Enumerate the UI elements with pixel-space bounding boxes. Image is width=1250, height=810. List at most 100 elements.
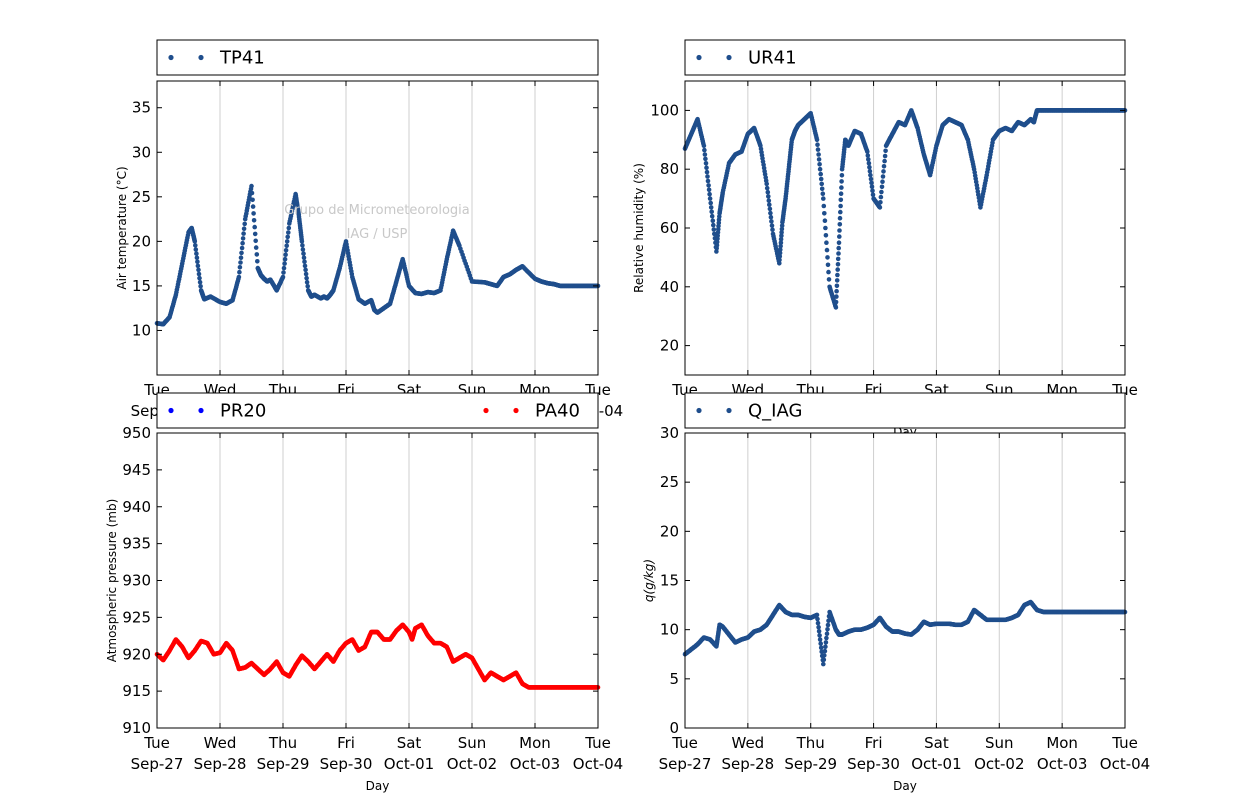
data-point bbox=[197, 279, 203, 285]
data-point bbox=[869, 180, 874, 186]
data-point bbox=[241, 226, 247, 231]
data-point bbox=[838, 197, 844, 203]
data-point bbox=[764, 185, 770, 191]
data-point bbox=[822, 211, 827, 216]
data-point bbox=[301, 255, 307, 260]
data-point bbox=[825, 622, 831, 628]
data-point bbox=[704, 165, 709, 170]
data-point bbox=[821, 661, 826, 667]
data-point bbox=[880, 174, 886, 179]
data-point bbox=[767, 202, 772, 207]
data-point bbox=[239, 250, 244, 256]
data-point bbox=[284, 243, 290, 249]
data-point bbox=[825, 627, 830, 632]
x-tick-label-day: Thu bbox=[268, 734, 297, 752]
data-point bbox=[198, 284, 203, 289]
data-point bbox=[710, 218, 716, 223]
x-tick-label-date: Oct-01 bbox=[384, 755, 434, 773]
data-point bbox=[867, 168, 873, 174]
data-point bbox=[236, 274, 242, 280]
data-point bbox=[766, 198, 772, 203]
x-tick-label-date: Oct-04 bbox=[1100, 755, 1150, 773]
x-tick-label-day: Sun bbox=[985, 734, 1014, 752]
data-point bbox=[824, 247, 830, 253]
data-point bbox=[816, 152, 821, 157]
data-point bbox=[819, 186, 825, 192]
data-point bbox=[708, 205, 714, 210]
data-point bbox=[835, 267, 840, 272]
legend-marker bbox=[726, 407, 732, 414]
data-point bbox=[709, 213, 715, 219]
data-point bbox=[254, 259, 260, 264]
data-point bbox=[817, 162, 822, 167]
legend-marker bbox=[696, 54, 702, 61]
data-point bbox=[701, 143, 707, 148]
data-point bbox=[709, 209, 714, 215]
data-point bbox=[779, 223, 785, 228]
data-point bbox=[299, 239, 305, 244]
plot-area bbox=[157, 81, 598, 375]
data-point bbox=[239, 245, 245, 251]
data-point bbox=[302, 259, 307, 265]
y-tick-label: 35 bbox=[132, 99, 151, 117]
y-axis-label: Atmospheric pressure (mb) bbox=[105, 499, 119, 663]
data-point bbox=[825, 262, 831, 268]
data-point bbox=[878, 194, 884, 200]
y-tick-label: 945 bbox=[122, 461, 151, 479]
data-point bbox=[815, 142, 820, 147]
data-point bbox=[815, 147, 821, 152]
data-point bbox=[253, 238, 258, 244]
legend-label: PR20 bbox=[220, 401, 266, 422]
data-point bbox=[250, 197, 255, 203]
data-point bbox=[777, 261, 782, 266]
data-point bbox=[305, 284, 311, 289]
y-tick-label: 30 bbox=[132, 143, 151, 161]
data-point bbox=[240, 240, 245, 246]
data-point bbox=[823, 644, 828, 649]
x-tick-label-day: Wed bbox=[204, 734, 237, 752]
y-tick-label: 925 bbox=[122, 608, 151, 626]
data-point bbox=[197, 275, 202, 281]
data-point bbox=[778, 247, 783, 252]
chart-pressure: 910 915 920 925 930 935 940 945 950 Tue Sep-27 Wed S… bbox=[105, 424, 623, 793]
data-point bbox=[823, 233, 829, 238]
data-point bbox=[777, 250, 783, 256]
data-point bbox=[241, 231, 246, 236]
data-point bbox=[814, 137, 820, 143]
data-point bbox=[837, 234, 842, 239]
y-tick-label: 15 bbox=[132, 277, 151, 295]
legend-marker bbox=[198, 407, 204, 414]
data-point bbox=[282, 261, 287, 266]
data-point bbox=[816, 624, 821, 630]
data-point bbox=[706, 183, 711, 188]
data-point bbox=[865, 153, 871, 158]
data-points bbox=[154, 183, 601, 327]
y-tick-label: 30 bbox=[660, 424, 679, 442]
data-point bbox=[705, 174, 710, 179]
data-point bbox=[833, 299, 839, 305]
data-point bbox=[824, 631, 830, 636]
data-point bbox=[707, 196, 713, 201]
data-point bbox=[839, 179, 844, 184]
data-point bbox=[238, 255, 244, 260]
data-point bbox=[818, 641, 823, 646]
x-tick-label-date: Oct-02 bbox=[447, 755, 497, 773]
x-tick-label-date: Oct-01 bbox=[911, 755, 961, 773]
series-TP41 bbox=[154, 183, 601, 327]
data-point bbox=[768, 214, 774, 220]
x-tick-label-date: Sep-27 bbox=[659, 755, 712, 773]
data-point bbox=[196, 271, 202, 277]
data-points bbox=[682, 108, 1128, 310]
data-point bbox=[764, 181, 769, 187]
y-tick-label: 15 bbox=[660, 572, 679, 590]
x-tick-label-date: Sep-27 bbox=[131, 755, 184, 773]
plot-area bbox=[685, 433, 1125, 728]
data-point bbox=[193, 243, 198, 248]
data-point bbox=[283, 248, 289, 253]
data-point bbox=[281, 265, 287, 271]
y-tick-label: 935 bbox=[122, 535, 151, 553]
data-point bbox=[779, 230, 784, 235]
x-tick-label-day: Wed bbox=[732, 734, 765, 752]
